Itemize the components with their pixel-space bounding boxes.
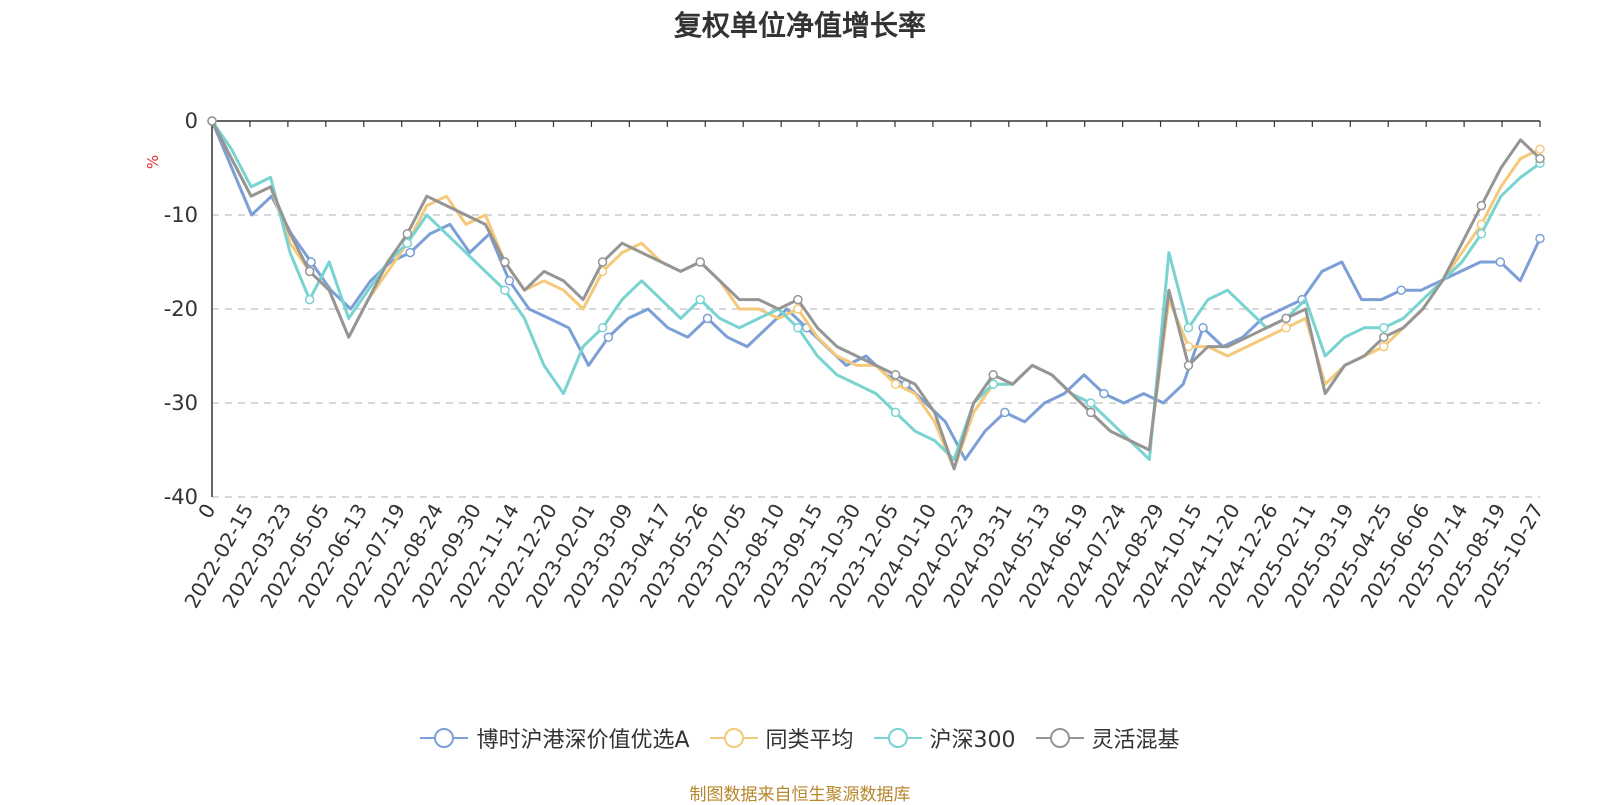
chart-title: 复权单位净值增长率 (673, 9, 926, 42)
source-note: 制图数据来自恒生聚源数据库 (689, 785, 911, 805)
data-point (1535, 144, 1545, 154)
data-point (1198, 323, 1208, 333)
data-point (597, 323, 608, 333)
data-point (1535, 153, 1545, 164)
data-point (1183, 323, 1194, 333)
legend-label: 同类平均 (765, 728, 854, 753)
legend-item-csi300[interactable]: 沪深300 (873, 722, 1016, 754)
y-tick-label: -30 (164, 391, 198, 415)
y-tick-label: -40 (164, 485, 198, 509)
series-line-3 (210, 120, 1542, 471)
x-tick-label: 0 (193, 500, 220, 523)
data-point (793, 304, 803, 314)
data-point (988, 370, 998, 380)
data-point (304, 294, 315, 305)
legend-label: 灵活混基 (1091, 728, 1180, 753)
data-point (402, 238, 413, 248)
data-point (402, 229, 413, 239)
data-point (1476, 229, 1487, 239)
data-point (1183, 360, 1194, 371)
data-point (1379, 332, 1389, 342)
data-point (793, 294, 803, 305)
data-point (1379, 323, 1389, 333)
data-point (890, 370, 901, 380)
data-point (1086, 398, 1096, 408)
data-point (1495, 257, 1506, 267)
data-point (500, 257, 510, 267)
y-tick-label: -20 (164, 297, 198, 321)
data-point (890, 407, 901, 418)
data-point (1396, 285, 1407, 295)
data-point (793, 323, 803, 333)
y-axis-label: % (144, 155, 162, 169)
data-point (1281, 323, 1291, 333)
legend-label: 博时沪港深价值优选A (476, 728, 690, 753)
legend-item-flexible-mixed[interactable]: 灵活混基 (1035, 722, 1180, 754)
data-point (1379, 341, 1389, 352)
line-chart: 0-10-20-30-40%02022-02-152022-03-232022-… (144, 109, 1548, 612)
series-line-2 (210, 120, 1541, 461)
data-point (1281, 313, 1291, 324)
data-point (306, 257, 316, 267)
data-point (1535, 233, 1545, 244)
data-point (702, 313, 713, 324)
data-point (1099, 388, 1109, 399)
legend-label: 沪深300 (929, 728, 1016, 753)
data-point (890, 379, 901, 389)
data-point (603, 332, 614, 342)
y-tick-label: 0 (185, 109, 198, 133)
data-point (695, 294, 705, 305)
data-point (207, 116, 217, 126)
legend: 博时沪港深价值优选A 同类平均 沪深300 灵活混基 (0, 722, 1600, 754)
data-point (304, 266, 315, 277)
data-point (597, 257, 608, 267)
y-tick-label: -10 (164, 203, 198, 227)
data-point (1476, 200, 1487, 211)
data-point (1086, 407, 1096, 418)
data-point (500, 285, 510, 295)
legend-item-fund[interactable]: 博时沪港深价值优选A (420, 722, 690, 754)
data-point (988, 379, 998, 389)
series-line-1 (210, 120, 1541, 471)
data-point (405, 247, 415, 258)
data-point (695, 257, 705, 267)
legend-item-category-average[interactable]: 同类平均 (709, 722, 854, 754)
data-point (1000, 407, 1010, 418)
series-line-0 (210, 120, 1542, 461)
data-point (504, 276, 515, 286)
